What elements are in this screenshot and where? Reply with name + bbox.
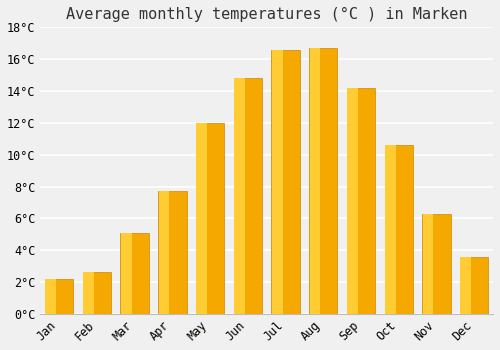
Bar xyxy=(272,50,299,314)
Bar xyxy=(158,191,170,314)
Bar xyxy=(422,214,434,314)
Bar xyxy=(272,50,282,314)
Bar xyxy=(234,78,262,314)
Bar xyxy=(384,145,413,314)
Bar xyxy=(460,257,471,314)
Bar xyxy=(422,214,450,314)
Bar xyxy=(45,279,74,314)
Title: Average monthly temperatures (°C ) in Marken: Average monthly temperatures (°C ) in Ma… xyxy=(66,7,468,22)
Bar xyxy=(46,279,56,314)
Bar xyxy=(196,123,224,314)
Bar xyxy=(347,88,358,314)
Bar xyxy=(347,88,375,314)
Bar xyxy=(309,48,338,314)
Bar xyxy=(121,233,132,314)
Bar xyxy=(385,145,396,314)
Bar xyxy=(83,273,94,314)
Bar xyxy=(196,123,207,314)
Bar xyxy=(234,78,245,314)
Bar xyxy=(310,48,320,314)
Bar xyxy=(83,273,111,314)
Bar xyxy=(158,191,186,314)
Bar xyxy=(460,257,488,314)
Bar xyxy=(120,233,149,314)
